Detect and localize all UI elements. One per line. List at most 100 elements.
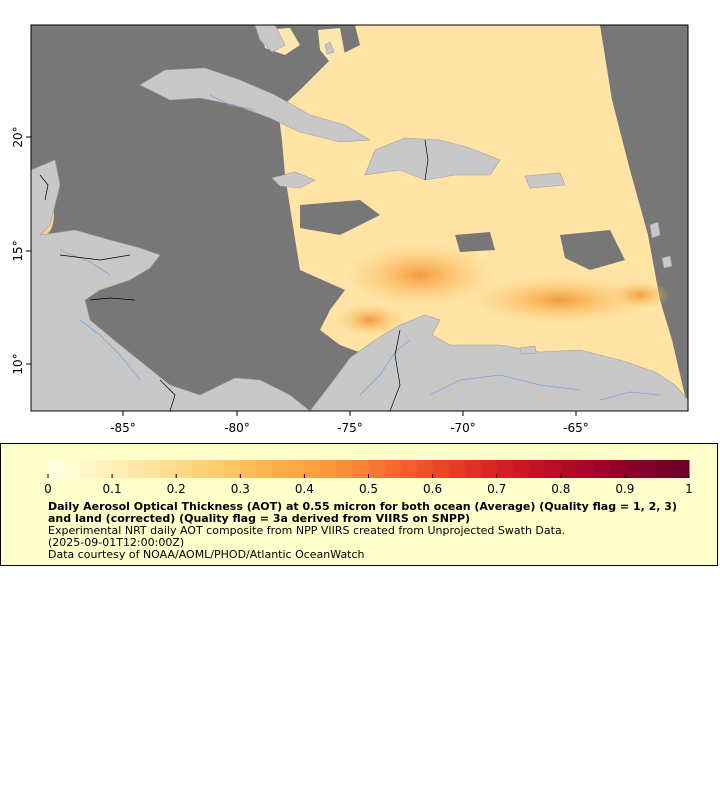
aot-plume <box>610 281 670 309</box>
colorbar-segment <box>256 460 273 478</box>
colorbar-segment <box>272 460 289 478</box>
colorbar-segment <box>560 460 578 478</box>
colorbar-segment <box>368 460 386 478</box>
river <box>209 94 256 111</box>
colorbar-segment <box>288 460 305 478</box>
aot-plume <box>345 243 495 307</box>
lon-tick-label: -70° <box>450 421 476 435</box>
legend-title: Daily Aerosol Optical Thickness (AOT) at… <box>48 500 677 525</box>
colorbar-tick-label: 0 <box>44 482 52 496</box>
colorbar-tick-label: 0.9 <box>615 482 635 496</box>
colorbar-segment <box>112 460 129 478</box>
colorbar-segment <box>672 460 690 478</box>
colorbar-segment <box>464 460 482 478</box>
lat-tick-label: 10° <box>11 353 25 374</box>
land-hispaniola <box>364 137 501 181</box>
land-island <box>519 345 537 355</box>
land-central-america <box>31 159 311 411</box>
map-figure: -85° -80° -75° -70° -65° 10° 15° 20° <box>11 24 689 435</box>
aot-plume <box>470 276 650 324</box>
border <box>59 254 131 261</box>
river <box>429 374 581 396</box>
colorbar-segment <box>96 460 113 478</box>
lon-tick-label: -65° <box>563 421 589 435</box>
colorbar-segment <box>208 460 225 478</box>
colorbar-segment <box>304 460 321 478</box>
colorbar-tick-label: 0.4 <box>294 482 314 496</box>
colorbar-segment <box>400 460 418 478</box>
colorbar-segment <box>192 460 209 478</box>
lon-tick-label: -85° <box>110 421 136 435</box>
colorbar-segment <box>224 460 241 478</box>
legend-timestamp: (2025-09-01T12:00:00Z) <box>48 536 185 549</box>
colorbar-segment <box>496 460 514 478</box>
colorbar-segment <box>384 460 402 478</box>
map-frame-border <box>30 24 689 412</box>
colorbar-segment <box>544 460 562 478</box>
colorbar-segment <box>432 460 450 478</box>
colorbar-segment <box>128 460 145 478</box>
land-florida <box>254 25 286 53</box>
land-south-america <box>309 314 688 411</box>
legend-description: Experimental NRT daily AOT composite fro… <box>48 524 566 537</box>
colorbar-segment <box>448 460 466 478</box>
country-borders <box>39 139 429 411</box>
colorbar-segment <box>336 460 353 478</box>
lat-tick-label: 15° <box>11 240 25 261</box>
border <box>89 297 136 301</box>
land-island <box>661 255 673 269</box>
colorbar-segment <box>48 460 65 478</box>
colorbar-segment <box>144 460 161 478</box>
colorbar-segment <box>160 460 177 478</box>
land-masses <box>31 25 688 411</box>
river <box>359 339 411 396</box>
colorbar-segment <box>528 460 546 478</box>
colorbar-segment <box>608 460 626 478</box>
river <box>79 319 141 381</box>
colorbar-tick-label: 0.6 <box>423 482 443 496</box>
colorbar-segment <box>176 460 193 478</box>
border <box>389 329 401 411</box>
nodata-gap <box>300 200 380 235</box>
rivers <box>59 94 661 401</box>
colorbar-segment <box>512 460 530 478</box>
nodata-gap <box>455 232 495 252</box>
colorbar-tick-label: 0.3 <box>230 482 250 496</box>
colorbar <box>47 460 690 478</box>
colorbar-segment <box>64 460 81 478</box>
legend-credit: Data courtesy of NOAA/AOML/PHOD/Atlantic… <box>48 548 365 561</box>
nodata-gap <box>560 230 625 270</box>
land-puerto-rico <box>524 172 566 189</box>
colorbar-segment <box>352 460 369 478</box>
colorbar-segment <box>592 460 610 478</box>
colorbar-tick-label: 0.1 <box>102 482 122 496</box>
legend-panel: 0 0.1 0.2 0.3 0.4 0.5 0.6 0.7 0.8 0.9 1 Daily Aero… <box>0 443 718 566</box>
colorbar-segment <box>624 460 642 478</box>
border <box>159 379 176 411</box>
colorbar-segment <box>240 460 257 478</box>
land-island <box>649 221 661 239</box>
colorbar-segment <box>576 460 594 478</box>
colorbar-tick-label: 0.5 <box>358 482 379 496</box>
map-plot-area <box>31 25 688 411</box>
river <box>599 391 661 401</box>
colorbar-segment <box>480 460 498 478</box>
land-jamaica <box>271 171 316 189</box>
river <box>59 249 111 276</box>
colorbar-segment <box>320 460 337 478</box>
colorbar-segment <box>80 460 97 478</box>
border <box>39 174 49 201</box>
border <box>424 139 429 181</box>
colorbar-tick-label: 0.8 <box>551 482 571 496</box>
land-cuba <box>139 67 371 143</box>
aot-plume <box>335 304 405 336</box>
colorbar-segment <box>640 460 658 478</box>
lat-tick-label: 20° <box>11 126 25 147</box>
colorbar-segment <box>656 460 674 478</box>
colorbar-tick-label: 0.2 <box>166 482 186 496</box>
colorbar-tick-label: 0.7 <box>487 482 507 496</box>
colorbar-segment <box>416 460 434 478</box>
axis-ticks <box>26 136 577 416</box>
land-bahamas <box>324 41 335 55</box>
colorbar-tick-label: 1 <box>685 482 693 496</box>
